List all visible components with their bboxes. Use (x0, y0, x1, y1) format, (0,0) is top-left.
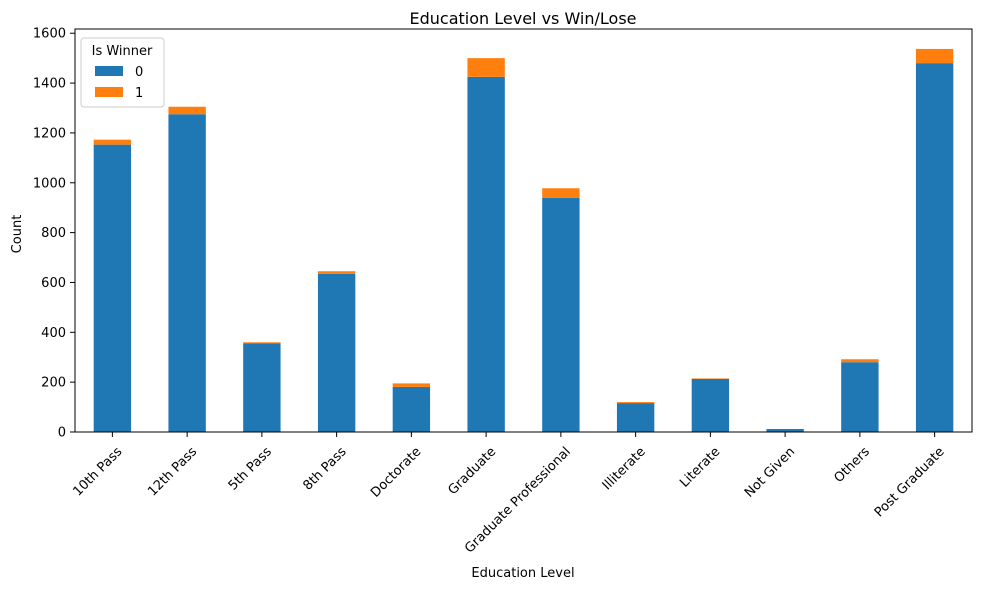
bar-5th-pass-series-1 (243, 342, 281, 344)
bar-post-graduate-series-0 (915, 63, 954, 432)
x-axis-label: Education Level (471, 566, 574, 581)
x-tick-label: Illiterate (600, 444, 649, 493)
bar-graduate-professional-series-1 (542, 188, 580, 198)
x-tick-label: Not Given (742, 444, 798, 500)
legend-label-1: 1 (135, 86, 143, 101)
bar-10th-pass-series-0 (93, 144, 132, 432)
bar-others-series-0 (841, 362, 879, 432)
y-tick-label: 1200 (33, 126, 66, 141)
x-tick-label: Post Graduate (872, 444, 948, 520)
bar-post-graduate-series-1 (915, 48, 954, 64)
bar-illiterate-series-1 (616, 402, 655, 404)
bar-12th-pass-series-0 (168, 114, 206, 433)
y-tick-label: 400 (41, 326, 66, 341)
legend: Is Winner 01 (80, 37, 165, 108)
y-tick-label: 1600 (33, 27, 66, 42)
x-tick-label: Literate (677, 444, 723, 490)
bar-10th-pass-series-1 (93, 139, 132, 145)
bar-8th-pass-series-1 (317, 271, 356, 274)
y-tick-label: 800 (41, 226, 66, 241)
y-tick-label: 1000 (33, 176, 66, 191)
x-tick-label: Graduate (445, 444, 499, 498)
y-tick-label: 200 (41, 376, 66, 391)
y-tick-label: 0 (58, 426, 66, 441)
y-tick-label: 600 (41, 276, 66, 291)
legend-label-0: 0 (135, 65, 143, 80)
bar-5th-pass-series-0 (243, 343, 281, 432)
bar-literate-series-1 (691, 378, 730, 379)
bar-not-given-series-0 (766, 429, 804, 432)
legend-swatch-0 (95, 66, 123, 76)
bar-12th-pass-series-1 (168, 106, 206, 115)
legend-title: Is Winner (92, 44, 153, 59)
x-tick-label: Doctorate (368, 444, 424, 500)
bar-doctorate-series-0 (392, 386, 431, 432)
bar-illiterate-series-0 (616, 403, 655, 432)
x-tick-label: Others (831, 444, 873, 486)
bar-literate-series-0 (691, 378, 730, 432)
chart-title: Education Level vs Win/Lose (410, 9, 637, 28)
legend-swatch-1 (95, 87, 123, 97)
bar-doctorate-series-1 (392, 383, 431, 387)
plot-frame (74, 28, 973, 433)
x-tick-label: 5th Pass (226, 444, 275, 493)
bar-others-series-1 (841, 359, 879, 363)
legend-items: 01 (95, 65, 143, 101)
x-tick-label: 8th Pass (301, 444, 350, 493)
y-tick-label: 1400 (33, 77, 66, 92)
y-axis-label: Count (10, 215, 25, 254)
bars-layer (93, 48, 954, 433)
bar-graduate-series-1 (467, 58, 505, 77)
x-tick-label: 10th Pass (70, 444, 125, 499)
bar-graduate-series-0 (467, 76, 505, 432)
x-tick-label: 12th Pass (145, 444, 200, 499)
bar-graduate-professional-series-0 (542, 197, 580, 432)
bar-8th-pass-series-0 (317, 273, 356, 432)
